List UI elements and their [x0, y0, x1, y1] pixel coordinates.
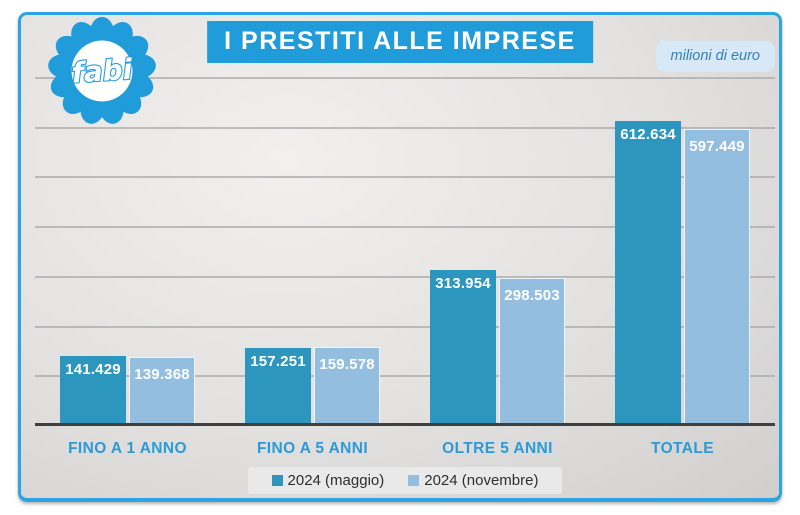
chart-frame: I PRESTITI ALLE IMPRESE milioni di euro …	[18, 12, 782, 502]
gridline	[35, 325, 775, 328]
bar	[499, 277, 565, 426]
bar	[245, 347, 311, 426]
x-axis-label: OLTRE 5 ANNI	[442, 440, 553, 457]
fabi-logo: fabi	[48, 16, 156, 124]
bar-value-label: 298.503	[504, 286, 560, 304]
legend-marker	[271, 475, 283, 486]
x-axis-label: TOTALE	[651, 440, 714, 457]
legend-label: 2024 (novembre)	[424, 472, 539, 489]
gridline	[35, 176, 775, 179]
bar	[60, 355, 126, 426]
gridline	[35, 226, 775, 229]
legend-label: 2024 (maggio)	[287, 472, 385, 489]
bar-value-label: 597.449	[689, 137, 745, 155]
gridline	[35, 375, 775, 378]
x-axis-line	[35, 423, 775, 426]
unit-badge: milioni di euro	[655, 41, 775, 72]
legend-item: 2024 (maggio)	[271, 472, 385, 489]
bar	[615, 121, 681, 426]
bar	[129, 356, 195, 426]
legend: 2024 (maggio) 2024 (novembre)	[248, 467, 562, 494]
bar-value-label: 157.251	[250, 352, 306, 370]
bar-value-label: 313.954	[435, 274, 491, 292]
gridline	[35, 126, 775, 129]
bar	[684, 128, 750, 426]
bar	[430, 269, 496, 426]
bar-value-label: 141.429	[65, 360, 121, 378]
legend-item: 2024 (novembre)	[408, 472, 538, 489]
x-axis-label: FINO A 5 ANNI	[256, 440, 369, 457]
plot-area: 141.429 139.368 157.251 159.578 313.954 298.5…	[21, 15, 779, 498]
gridline	[35, 275, 775, 278]
bar-value-label: 139.368	[134, 365, 190, 383]
x-axis-label: FINO A 1 ANNO	[68, 440, 187, 457]
bar-value-label: 612.634	[620, 126, 676, 144]
x-axis-labels: FINO A 1 ANNO FINO A 5 ANNI OLTRE 5 ANNI TO…	[21, 440, 779, 462]
bar-value-label: 159.578	[319, 355, 375, 373]
gridline	[35, 77, 775, 79]
fabi-logo-text: fabi	[70, 53, 133, 90]
legend-marker	[408, 475, 420, 486]
logo-center	[71, 40, 133, 102]
chart-title: I PRESTITI ALLE IMPRESE	[207, 21, 593, 63]
